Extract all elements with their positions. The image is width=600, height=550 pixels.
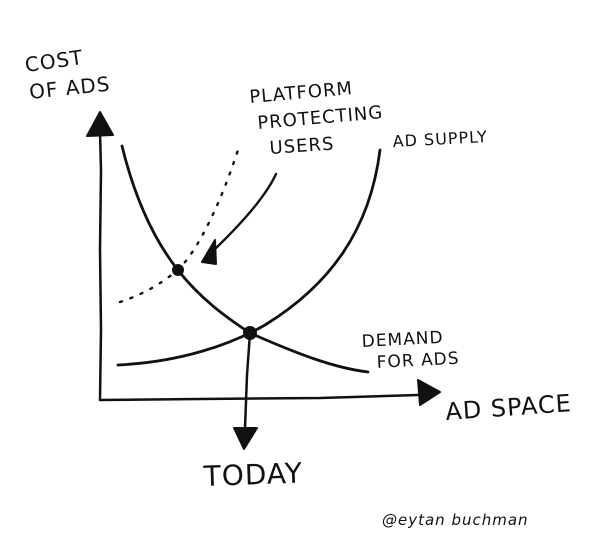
platform-label-line1: PLATFORM <box>249 78 354 108</box>
today-pointer-line <box>243 331 252 430</box>
demand-curve <box>120 144 370 374</box>
demand-label-line2: FOR ADS <box>376 349 460 373</box>
today-arrowhead <box>233 427 258 450</box>
x-axis-arrowhead <box>417 379 441 406</box>
platform-shifted-supply-curve <box>118 148 240 304</box>
platform-pointer-line <box>212 172 278 252</box>
platform-label-line3: USERS <box>269 134 335 159</box>
y-axis-arrowhead <box>86 111 114 137</box>
shifted-equilibrium-point <box>172 264 184 276</box>
y-axis-label-line1: COST <box>23 45 84 77</box>
supply-label: AD SUPPLY <box>392 127 488 151</box>
x-axis-label: AD SPACE <box>444 389 572 426</box>
demand-label-line1: DEMAND <box>361 328 444 352</box>
y-axis-line <box>98 130 103 402</box>
x-axis-line <box>98 393 420 402</box>
platform-label-line2: PROTECTING <box>257 102 385 134</box>
supply-curve <box>116 148 382 367</box>
today-label: TODAY <box>202 457 303 493</box>
author-signature: @eytan buchman <box>382 511 529 529</box>
y-axis-label-line2: OF ADS <box>28 72 111 104</box>
platform-pointer-arrowhead <box>201 239 217 265</box>
